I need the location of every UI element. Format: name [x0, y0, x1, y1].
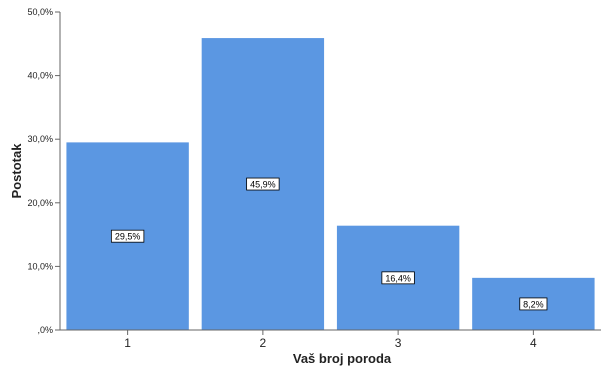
- x-ticks-group: 1 2 3 4: [124, 330, 537, 350]
- y-tick-label: 30,0%: [27, 134, 53, 144]
- data-labels-group: 29,5% 45,9% 16,4% 8,2%: [110, 177, 548, 311]
- y-ticks-group: ,0% 10,0% 20,0% 30,0% 40,0% 50,0%: [27, 7, 60, 335]
- y-axis-title: Postotak: [9, 143, 24, 199]
- data-label: 29,5%: [115, 232, 141, 242]
- data-label-box: [381, 271, 415, 285]
- data-label: 45,9%: [250, 180, 276, 190]
- data-label: 16,4%: [385, 273, 411, 283]
- y-tick-label: 50,0%: [27, 7, 53, 17]
- x-tick-label: 4: [530, 336, 537, 350]
- data-label: 8,2%: [523, 299, 544, 309]
- x-tick-label: 1: [124, 336, 131, 350]
- data-label-box: [246, 177, 280, 191]
- x-tick-label: 3: [395, 336, 402, 350]
- y-tick-label: 20,0%: [27, 198, 53, 208]
- y-tick-label: ,0%: [37, 325, 53, 335]
- y-tick-label: 10,0%: [27, 261, 53, 271]
- data-label-box: [110, 229, 145, 243]
- x-axis-title: Vaš broj poroda: [293, 351, 392, 366]
- bars-group: [66, 38, 595, 331]
- x-tick-label: 2: [260, 336, 267, 350]
- axes-group: ,0% 10,0% 20,0% 30,0% 40,0% 50,0% 1 2 3 4: [27, 7, 601, 350]
- y-tick-label: 40,0%: [27, 71, 53, 81]
- data-label-box: [519, 297, 548, 311]
